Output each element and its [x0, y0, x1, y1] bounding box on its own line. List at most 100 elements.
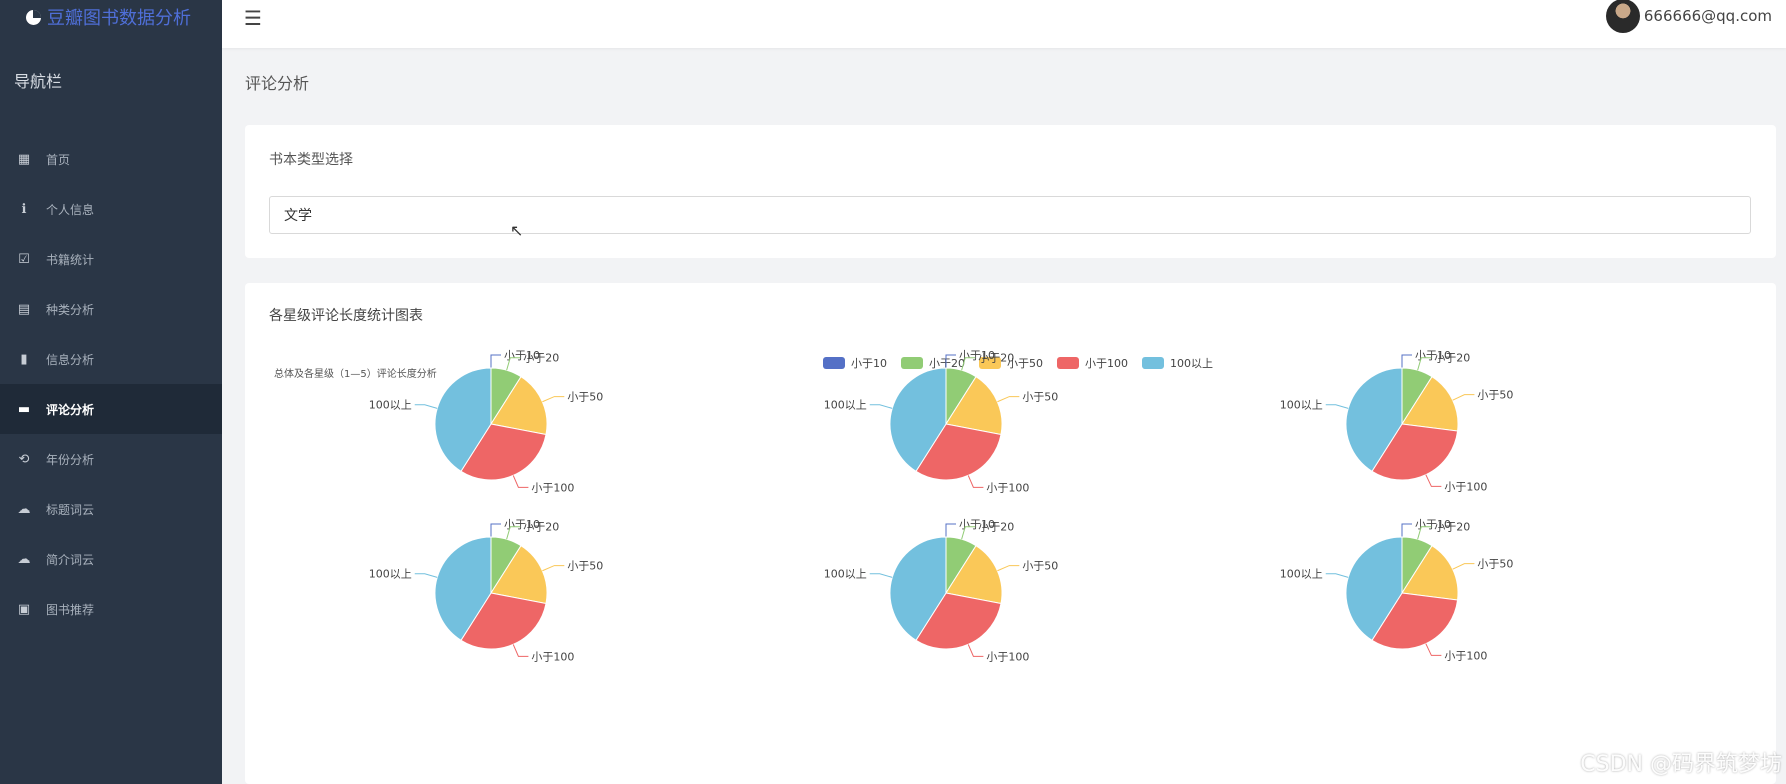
label-line: [945, 523, 956, 537]
sidebar-item-label: 评论分析: [46, 402, 95, 417]
label-line: [967, 475, 984, 488]
sidebar-item-label: 书籍统计: [46, 252, 95, 267]
page-title: 评论分析: [245, 74, 310, 93]
legend-label: 小于20: [929, 357, 965, 370]
sidebar: 豆瓣图书数据分析 导航栏 ▦ 首页 ℹ 个人信息 ☑ 书籍统计 ▤ 种类分析 ▮ 信息分析 ▬ 评论分…: [0, 0, 222, 784]
label-line: [997, 396, 1020, 403]
legend-swatch: [901, 357, 923, 369]
legend-swatch: [1057, 357, 1079, 369]
sidebar-item[interactable]: ☑ 书籍统计: [0, 234, 222, 284]
chart-subtitle: 总体及各星级（1—5）评论长度分析: [274, 369, 437, 380]
pie-slice: [889, 536, 947, 641]
sidebar-item[interactable]: ▣ 图书推荐: [0, 584, 222, 634]
label-line: [1325, 573, 1349, 578]
legend-label: 100以上: [1170, 357, 1213, 370]
mouse-cursor-icon: ↖: [510, 221, 524, 240]
slice-label: 小于10: [1415, 518, 1451, 531]
legend-item[interactable]: 小于100: [1057, 355, 1128, 371]
legend-item[interactable]: 小于20: [901, 355, 965, 371]
label-line: [542, 396, 565, 403]
legend-swatch: [979, 357, 1001, 369]
slice-label: 小于20: [523, 352, 559, 365]
comment-icon: ▬: [17, 401, 31, 417]
sidebar-item[interactable]: ℹ 个人信息: [0, 184, 222, 234]
pie-slice: [434, 367, 492, 472]
filter-card: 书本类型选择 文学: [245, 125, 1776, 258]
chart-card: 各星级评论长度统计图表 总体及各星级（1—5）评论长度分析 小于10 小于20 小于…: [245, 283, 1776, 784]
sidebar-item[interactable]: ☁ 标题词云: [0, 484, 222, 534]
pie-slice: [490, 545, 548, 605]
pie-slice: [945, 545, 1003, 605]
stack-icon: ▤: [17, 301, 31, 317]
sidebar-item-label: 图书推荐: [46, 602, 95, 617]
label-line: [1425, 643, 1442, 656]
legend-item[interactable]: 小于10: [823, 355, 887, 371]
sidebar-item-label: 首页: [46, 152, 71, 167]
bar-chart-icon: ▮: [20, 351, 28, 367]
brand[interactable]: 豆瓣图书数据分析: [0, 0, 222, 34]
label-line: [997, 565, 1020, 572]
sidebar-item-label: 种类分析: [46, 302, 95, 317]
cloud-icon: ☁: [17, 501, 31, 517]
sidebar-item[interactable]: ▦ 首页: [0, 134, 222, 184]
label-line: [967, 644, 984, 657]
history-icon: ⟲: [18, 451, 30, 467]
label-line: [1425, 474, 1442, 487]
legend-item[interactable]: 100以上: [1142, 355, 1213, 371]
cloud-download-icon: ☁: [17, 551, 31, 567]
filter-title: 书本类型选择: [269, 152, 353, 168]
slice-label: 小于10: [504, 518, 540, 531]
legend-swatch: [823, 357, 845, 369]
sidebar-item-label: 简介词云: [46, 552, 95, 567]
slice-label: 小于50: [1022, 391, 1058, 404]
sidebar-item[interactable]: ▮ 信息分析: [0, 334, 222, 384]
slice-label: 100以上: [1280, 568, 1323, 581]
label-line: [490, 354, 501, 368]
slice-label: 小于100: [531, 650, 574, 663]
slice-label: 100以上: [369, 399, 412, 412]
label-line: [961, 357, 976, 371]
book-type-value: 文学: [284, 208, 312, 224]
legend-item[interactable]: 小于50: [979, 355, 1043, 371]
label-line: [1401, 523, 1412, 537]
user-menu[interactable]: 666666@qq.com: [1605, 0, 1772, 33]
calendar-check-icon: ☑: [18, 251, 30, 267]
sidebar-item[interactable]: ☁ 简介词云: [0, 534, 222, 584]
label-line: [1401, 354, 1412, 368]
pie-logo-icon: [26, 9, 41, 25]
label-line: [1417, 526, 1432, 540]
label-line: [506, 526, 521, 540]
slice-label: 100以上: [824, 399, 867, 412]
slice-label: 小于10: [1415, 349, 1451, 362]
slice-label: 小于50: [1477, 558, 1513, 571]
label-line: [869, 573, 893, 578]
slice-label: 小于100: [531, 481, 574, 494]
slice-label: 小于20: [978, 352, 1014, 365]
label-line: [512, 475, 529, 488]
slice-label: 小于10: [959, 349, 995, 362]
pie-slice: [945, 376, 1003, 436]
label-line: [506, 357, 521, 371]
hamburger-icon[interactable]: ☰: [244, 6, 262, 30]
pie-slice: [490, 376, 548, 436]
legend-label: 小于100: [1085, 357, 1128, 370]
label-line: [414, 573, 438, 578]
legend-swatch: [1142, 357, 1164, 369]
pie-slice: [1401, 545, 1459, 601]
sidebar-item[interactable]: ▬ 评论分析: [0, 384, 222, 434]
label-line: [1417, 357, 1432, 371]
slice-label: 小于50: [567, 560, 603, 573]
nav-heading: 导航栏: [14, 72, 63, 91]
sidebar-item[interactable]: ⟲ 年份分析: [0, 434, 222, 484]
label-line: [414, 404, 438, 409]
app-title: 豆瓣图书数据分析: [47, 8, 191, 29]
slice-label: 小于50: [1477, 389, 1513, 402]
book-type-select[interactable]: 文学: [269, 196, 1751, 234]
chart-legend[interactable]: 小于10 小于20 小于50 小于100 100以上: [823, 355, 1213, 371]
sidebar-item[interactable]: ▤ 种类分析: [0, 284, 222, 334]
avatar[interactable]: [1605, 0, 1640, 33]
slice-label: 小于100: [986, 481, 1029, 494]
